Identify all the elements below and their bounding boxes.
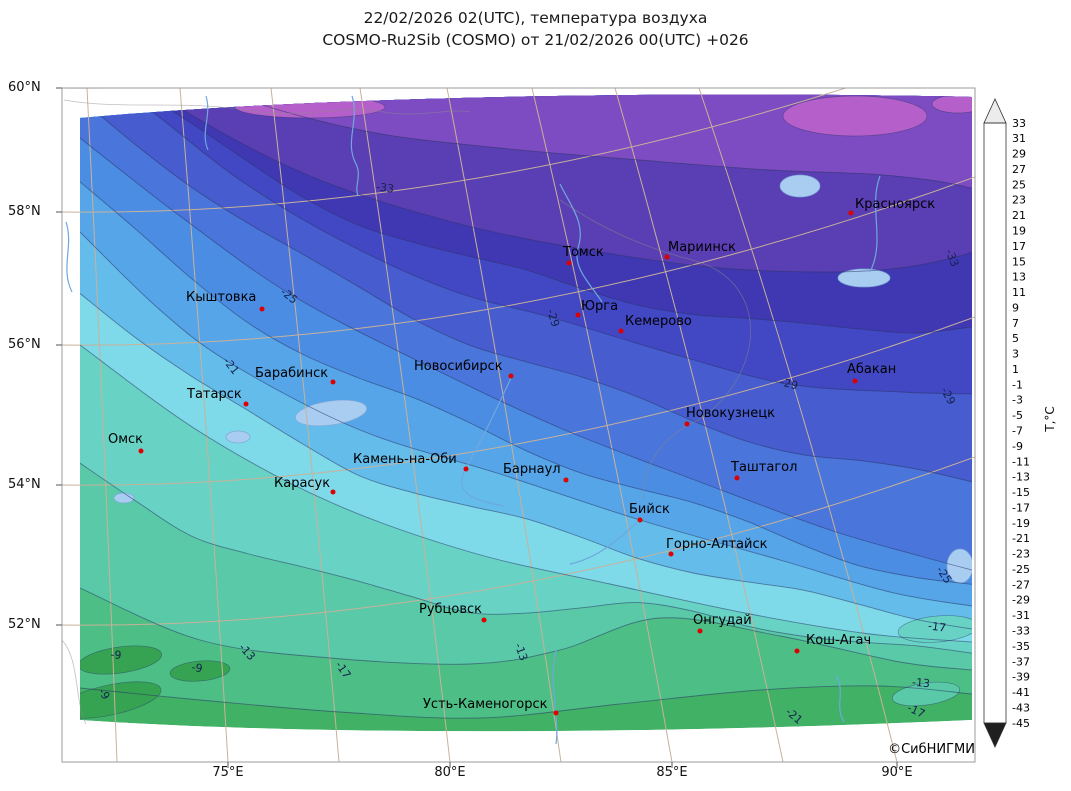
colorbar-tick-label: 27 <box>1012 163 1026 176</box>
colorbar-tick-label: 13 <box>1012 271 1026 284</box>
colorbar-tick-label: -23 <box>1012 548 1030 561</box>
meridian-line <box>698 88 898 762</box>
colorbar-tick-label: -7 <box>1012 425 1023 438</box>
colorbar-tick-label: -33 <box>1012 625 1030 638</box>
colorbar-tick-label: -41 <box>1012 686 1030 699</box>
colorbar-tick-label: -5 <box>1012 409 1023 422</box>
colorbar-tick-label: -45 <box>1012 717 1030 730</box>
colorbar-tick-label: 29 <box>1012 148 1026 161</box>
colorbar-tick-label: 9 <box>1012 301 1019 314</box>
meridian-line <box>86 88 118 762</box>
colorbar-title: T,°C <box>1043 406 1057 432</box>
colorbar-tick-label: -9 <box>1012 440 1023 453</box>
colorbar-tick-label: 11 <box>1012 286 1026 299</box>
river <box>569 519 641 565</box>
river <box>869 175 881 273</box>
map-frame <box>61 87 976 763</box>
colorbar-tick-label: 19 <box>1012 225 1026 238</box>
lake <box>837 268 891 288</box>
temperature-pocket <box>931 94 972 114</box>
admin-border <box>62 639 87 725</box>
meridian-line <box>614 88 784 762</box>
colorbar-tick-label: -39 <box>1012 671 1030 684</box>
colorbar-tick-label: -31 <box>1012 609 1030 622</box>
colorbar-tick-label: -11 <box>1012 455 1030 468</box>
colorbar-tick-label: 23 <box>1012 194 1026 207</box>
colorbar-tick-label: 33 <box>1012 117 1026 130</box>
river <box>552 649 558 745</box>
meridian-line <box>270 88 340 762</box>
meridian-line <box>446 88 562 762</box>
temperature-pocket <box>897 615 972 643</box>
colorbar-tick-label: 15 <box>1012 255 1026 268</box>
colorbar-tick-label: -13 <box>1012 471 1030 484</box>
admin-border <box>63 99 471 115</box>
colorbar-tick-label: 5 <box>1012 332 1019 345</box>
temperature-pocket <box>891 681 961 707</box>
river <box>350 95 359 197</box>
river <box>559 183 603 303</box>
river <box>204 95 209 151</box>
colorbar-tick-label: -1 <box>1012 378 1023 391</box>
colorbar-tick-label: -3 <box>1012 394 1023 407</box>
lake <box>946 548 972 584</box>
map-title: 22/02/2026 02(UTC), температура воздуха … <box>0 7 1071 52</box>
title-line-1: 22/02/2026 02(UTC), температура воздуха <box>363 9 708 27</box>
colorbar-tick-label: 3 <box>1012 348 1019 361</box>
lake <box>225 430 251 444</box>
colorbar-tick-label: 31 <box>1012 132 1026 145</box>
parallel-line <box>62 456 975 626</box>
colorbar-tick-label: -35 <box>1012 640 1030 653</box>
river <box>835 675 845 723</box>
lake <box>779 174 821 198</box>
colorbar-outline <box>983 122 1007 724</box>
colorbar-tick-label: 21 <box>1012 209 1026 222</box>
temperature-bands <box>80 94 972 732</box>
colorbar-tick-label: -19 <box>1012 517 1030 530</box>
river <box>65 221 73 293</box>
colorbar-tick-label: 7 <box>1012 317 1019 330</box>
temperature-pocket <box>782 95 928 137</box>
colorbar-tick-label: -25 <box>1012 563 1030 576</box>
meridian-line <box>531 88 673 762</box>
colorbar-tick-label: -21 <box>1012 532 1030 545</box>
title-line-2: COSMO-Ru2Sib (COSMO) от 21/02/2026 00(UT… <box>322 31 749 50</box>
parallel-line <box>62 316 975 486</box>
colorbar-tick-label: -29 <box>1012 594 1030 607</box>
colorbar-under-arrow <box>983 722 1007 748</box>
colorbar-tick-label: 17 <box>1012 240 1026 253</box>
colorbar-over-arrow <box>983 98 1007 124</box>
colorbar-tick-label: -17 <box>1012 501 1030 514</box>
lake <box>294 399 368 427</box>
meridian-line <box>359 88 451 762</box>
colorbar-tick-label: -15 <box>1012 486 1030 499</box>
rivers <box>65 95 881 745</box>
colorbar-tick-label: -37 <box>1012 655 1030 668</box>
colorbar: 33312927252321191715131197531-1-3-5-7-9-… <box>983 98 1030 748</box>
temperature-pocket <box>169 660 231 682</box>
parallel-line <box>62 176 975 346</box>
admin-borders <box>62 99 752 725</box>
temperature-pocket <box>80 645 162 675</box>
temperature-pocket <box>80 681 162 719</box>
colorbar-tick-label: 1 <box>1012 363 1019 376</box>
admin-border <box>643 423 691 501</box>
credit-text: ©СибНИГМИ <box>888 742 975 757</box>
colorbar-tick-label: -43 <box>1012 701 1030 714</box>
graticule <box>62 88 975 762</box>
colorbar-tick-label: 25 <box>1012 178 1026 191</box>
colorbar-tick-label: -27 <box>1012 578 1030 591</box>
admin-border <box>559 199 752 425</box>
